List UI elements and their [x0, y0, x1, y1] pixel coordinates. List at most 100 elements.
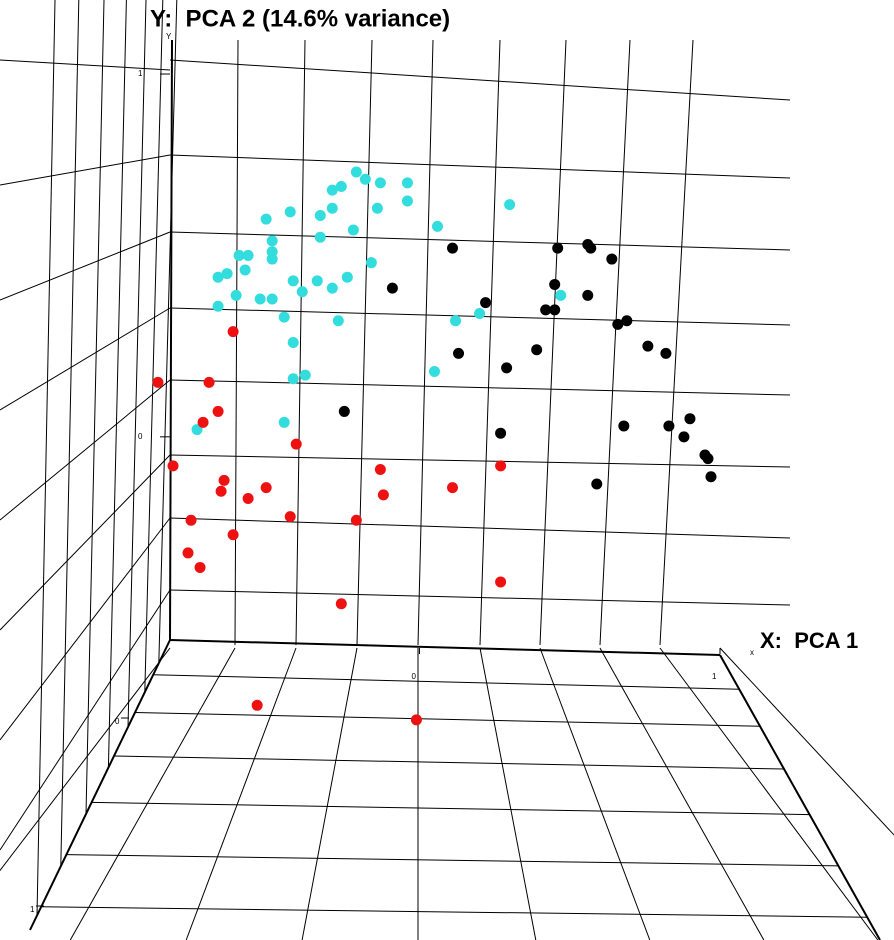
- point: [197, 416, 209, 428]
- point: [314, 210, 326, 222]
- point: [453, 347, 465, 359]
- point: [447, 482, 459, 494]
- x-axis-letter: x: [750, 648, 754, 657]
- point: [284, 206, 296, 218]
- point: [447, 242, 459, 254]
- box-line: [127, 0, 147, 728]
- point: [555, 289, 567, 301]
- point: [540, 304, 552, 316]
- point: [191, 424, 203, 436]
- box-line: [659, 647, 879, 940]
- point: [431, 220, 443, 232]
- point: [606, 253, 618, 265]
- point: [212, 300, 224, 312]
- box-line: [539, 39, 567, 646]
- point: [621, 315, 633, 327]
- x-tick-label: 1: [712, 672, 717, 681]
- point: [552, 242, 564, 254]
- box-line: [417, 39, 434, 646]
- y-axis-letter: Y: [166, 32, 172, 41]
- point: [705, 471, 717, 483]
- point: [618, 420, 630, 432]
- point: [386, 282, 398, 294]
- point: [374, 463, 386, 475]
- box-line: [185, 647, 297, 940]
- box-line: [60, 0, 80, 867]
- box-line: [169, 39, 173, 641]
- point: [371, 202, 383, 214]
- point: [338, 405, 350, 417]
- box-line: [0, 231, 171, 301]
- box-line: [169, 59, 791, 101]
- point: [495, 460, 507, 472]
- point: [290, 438, 302, 450]
- point: [326, 282, 338, 294]
- box-line: [144, 0, 164, 693]
- point: [332, 315, 344, 327]
- point: [410, 714, 422, 726]
- point: [299, 369, 311, 381]
- point: [684, 413, 696, 425]
- point: [642, 340, 654, 352]
- point: [215, 485, 227, 497]
- box-line: [169, 517, 791, 539]
- point: [335, 598, 347, 610]
- box-line: [169, 454, 791, 468]
- point: [341, 271, 353, 283]
- box-line: [539, 647, 651, 940]
- point: [287, 337, 299, 348]
- point: [612, 318, 624, 330]
- box-line: [169, 379, 791, 396]
- box-line: [134, 712, 761, 727]
- point: [591, 478, 603, 490]
- box-line: [169, 589, 791, 606]
- box-line: [66, 854, 839, 867]
- point: [233, 249, 245, 261]
- box-line: [479, 647, 537, 940]
- point: [194, 561, 206, 573]
- point: [549, 278, 561, 290]
- point: [678, 431, 690, 443]
- box-line: [36, 0, 56, 916]
- box-line: [41, 906, 868, 918]
- box-line: [158, 0, 178, 664]
- box-line: [301, 647, 358, 940]
- box-line: [0, 647, 171, 872]
- point: [660, 347, 672, 359]
- point: [152, 376, 164, 388]
- point: [278, 416, 290, 428]
- box-line: [0, 307, 171, 411]
- point: [242, 493, 254, 505]
- point: [182, 547, 194, 559]
- point: [314, 231, 326, 243]
- point: [266, 235, 278, 247]
- z-tick-label: 1: [30, 905, 35, 914]
- point: [260, 213, 272, 225]
- box-line: [91, 801, 810, 816]
- point: [663, 420, 675, 432]
- point: [212, 271, 224, 283]
- y-tick-label: 1: [138, 69, 143, 78]
- point: [401, 195, 413, 207]
- point: [335, 180, 347, 192]
- x-tick-label: 0: [411, 672, 416, 681]
- box-line: [659, 39, 694, 646]
- point: [251, 699, 263, 711]
- point: [585, 242, 597, 254]
- point: [230, 289, 242, 301]
- point: [501, 362, 513, 374]
- point: [311, 275, 323, 287]
- box-line: [0, 59, 171, 71]
- z-tick-label: 0: [115, 717, 120, 726]
- box-line: [0, 517, 171, 741]
- box-line: [69, 647, 236, 940]
- point: [167, 460, 179, 472]
- box-line: [719, 654, 881, 940]
- point: [582, 289, 594, 301]
- point: [218, 474, 230, 486]
- point: [401, 177, 413, 189]
- box-line: [0, 454, 171, 631]
- point: [284, 511, 296, 523]
- point: [350, 514, 362, 526]
